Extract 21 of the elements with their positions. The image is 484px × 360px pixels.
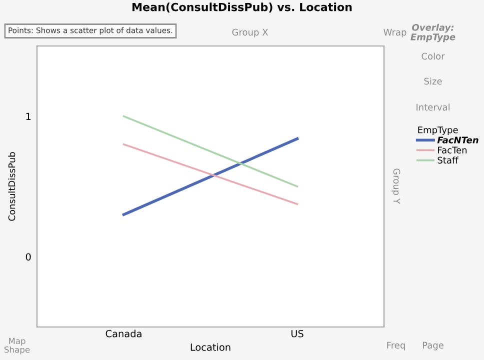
x-tick-label: Canada <box>106 330 142 338</box>
legend-label: Staff <box>438 156 459 164</box>
legend-label: FacTen <box>438 146 467 154</box>
text: Interval <box>416 104 450 111</box>
y-tick-label: 0 <box>26 253 31 261</box>
text: Freq <box>387 342 405 350</box>
text: Size <box>424 78 442 85</box>
text: Color <box>422 52 445 60</box>
text: Group X <box>232 28 268 38</box>
y-axis-title: ConsultDissPub <box>8 152 16 221</box>
chart-title: Mean(ConsultDissPub) vs. Location <box>132 2 352 13</box>
y-tick-label: 1 <box>26 112 31 120</box>
text: Page <box>422 342 444 350</box>
legend-title: EmpType <box>418 126 458 136</box>
x-tick-label: US <box>291 330 304 338</box>
text: Wrap <box>384 28 406 38</box>
text: Group Y <box>392 168 400 204</box>
legend-label: FacNTen <box>437 136 478 144</box>
x-axis-title: Location <box>190 343 230 351</box>
text: Overlay: EmpType <box>410 24 456 42</box>
text: Map Shape <box>4 338 30 354</box>
